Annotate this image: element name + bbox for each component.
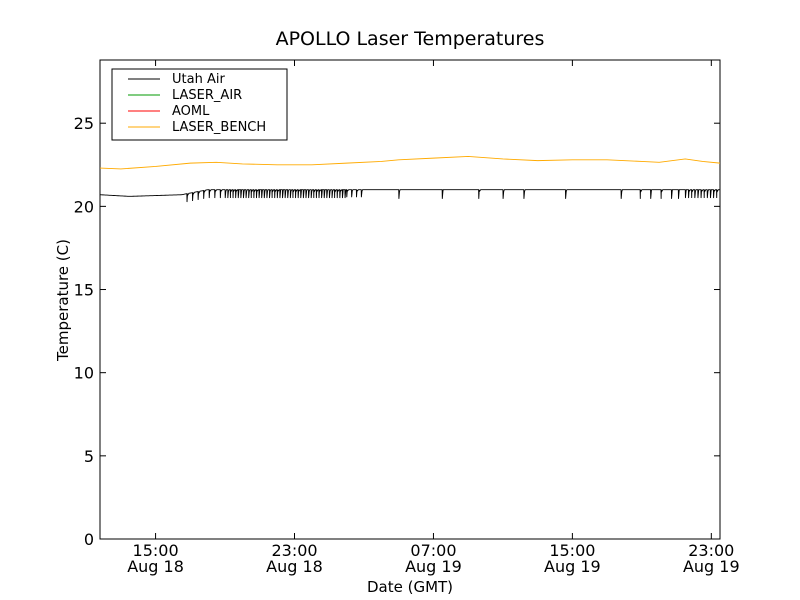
x-tick-label-time: 15:00 — [549, 541, 595, 560]
x-tick-label-date: Aug 19 — [405, 557, 462, 576]
y-tick-label: 10 — [74, 364, 94, 383]
chart-title: APOLLO Laser Temperatures — [276, 28, 545, 50]
x-tick-label-date: Aug 19 — [544, 557, 601, 576]
x-tick-label-time: 15:00 — [133, 541, 179, 560]
legend-box — [111, 68, 288, 141]
y-tick-label: 0 — [84, 530, 94, 549]
legend-label: AOML — [172, 104, 210, 119]
x-tick-label-date: Aug 18 — [127, 557, 184, 576]
x-tick-label-date: Aug 19 — [683, 557, 740, 576]
x-tick-label-time: 23:00 — [688, 541, 734, 560]
legend-label: LASER_BENCH — [172, 120, 266, 135]
legend-label: Utah Air — [172, 72, 225, 87]
y-tick-label: 25 — [74, 114, 94, 133]
x-tick-label-time: 07:00 — [410, 541, 456, 560]
legend-label: LASER_AIR — [172, 88, 242, 103]
series-line-laser-bench — [99, 156, 721, 170]
y-tick-label: 20 — [74, 197, 94, 216]
y-tick-label: 15 — [74, 281, 94, 300]
y-tick-label: 5 — [84, 447, 94, 466]
y-axis-label: Temperature (C) — [54, 239, 72, 362]
x-axis-label: Date (GMT) — [367, 578, 453, 596]
y-axis: 0 5 10 15 20 25 — [74, 114, 720, 549]
series-line-utah-air — [99, 189, 720, 203]
series-layer — [99, 156, 721, 203]
x-tick-label-date: Aug 18 — [266, 557, 323, 576]
x-tick-label-time: 23:00 — [271, 541, 317, 560]
